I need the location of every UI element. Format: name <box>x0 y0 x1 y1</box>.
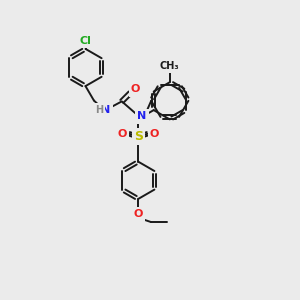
Text: O: O <box>117 129 127 139</box>
Text: N: N <box>101 105 110 116</box>
Text: N: N <box>137 111 146 122</box>
Text: O: O <box>150 129 159 139</box>
Text: O: O <box>134 209 143 219</box>
Text: H: H <box>94 105 103 116</box>
Text: S: S <box>134 130 143 143</box>
Text: O: O <box>130 84 140 94</box>
Text: Cl: Cl <box>80 35 92 46</box>
Text: CH₃: CH₃ <box>160 61 180 71</box>
